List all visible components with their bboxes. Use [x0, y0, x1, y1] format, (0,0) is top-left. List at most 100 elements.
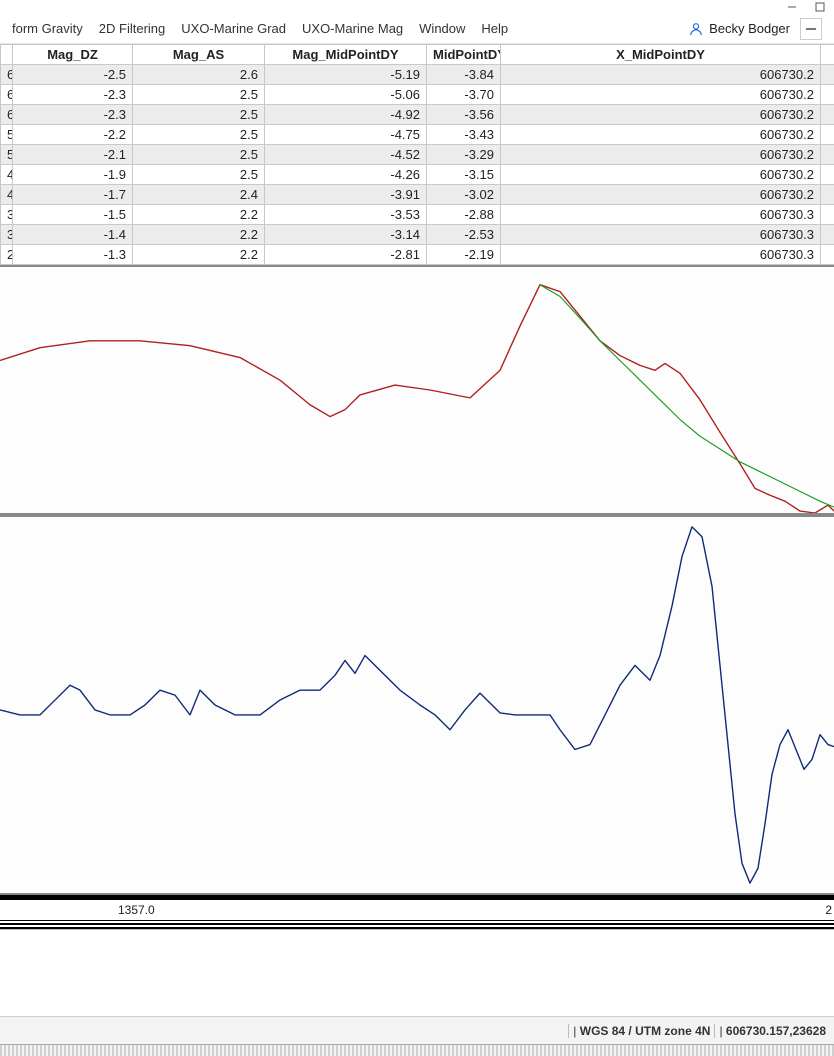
cell: 606730.2 — [501, 185, 821, 205]
cell: 3 — [1, 205, 13, 225]
cell: -2.81 — [265, 245, 427, 265]
profile-chart-upper[interactable] — [0, 265, 834, 515]
cell: 2.5 — [133, 145, 265, 165]
col-end[interactable] — [821, 45, 834, 65]
cell: -1.7 — [13, 185, 133, 205]
cell: 606730.2 — [501, 65, 821, 85]
cell — [821, 105, 834, 125]
cell: -3.43 — [427, 125, 501, 145]
cell: -3.29 — [427, 145, 501, 165]
user-menu-button[interactable] — [800, 18, 822, 40]
cell: 2 — [1, 245, 13, 265]
cell: 2.5 — [133, 125, 265, 145]
cell: -3.84 — [427, 65, 501, 85]
cell: -5.06 — [265, 85, 427, 105]
cell — [821, 185, 834, 205]
cell: 606730.3 — [501, 205, 821, 225]
cell: 3 — [1, 225, 13, 245]
cell: 606730.2 — [501, 145, 821, 165]
app-root: form Gravity 2D Filtering UXO-Marine Gra… — [0, 0, 834, 1056]
menu-help[interactable]: Help — [473, 17, 516, 40]
maximize-icon — [815, 2, 825, 12]
table-row[interactable]: 3-1.52.2-3.53-2.88606730.3 — [1, 205, 834, 225]
col-mag-as[interactable]: Mag_AS — [133, 45, 265, 65]
cell: -3.70 — [427, 85, 501, 105]
cell: 2.5 — [133, 85, 265, 105]
col-midpointdy[interactable]: MidPointDY — [427, 45, 501, 65]
cell: 606730.2 — [501, 125, 821, 145]
cell: 2.5 — [133, 105, 265, 125]
cell: -1.5 — [13, 205, 133, 225]
col-mag-dz[interactable]: Mag_DZ — [13, 45, 133, 65]
cell — [821, 205, 834, 225]
menu-2d-filtering[interactable]: 2D Filtering — [91, 17, 173, 40]
menu-uxo-marine-grad[interactable]: UXO-Marine Grad — [173, 17, 294, 40]
x-axis: 1357.0 2 — [0, 899, 834, 921]
profile-chart-lower[interactable] — [0, 515, 834, 895]
col-stub[interactable] — [1, 45, 13, 65]
cell: 606730.3 — [501, 225, 821, 245]
cell: -1.3 — [13, 245, 133, 265]
cell: 2.2 — [133, 245, 265, 265]
cell: 606730.2 — [501, 105, 821, 125]
table-row[interactable]: 6-2.52.6-5.19-3.84606730.2 — [1, 65, 834, 85]
menu-form-gravity[interactable]: form Gravity — [4, 17, 91, 40]
maximize-button[interactable] — [806, 0, 834, 14]
cell: 5 — [1, 145, 13, 165]
user-account[interactable]: Becky Bodger — [681, 14, 830, 43]
grid-header-row: Mag_DZ Mag_AS Mag_MidPointDY MidPointDY … — [1, 45, 834, 65]
cell — [821, 145, 834, 165]
cell: -3.14 — [265, 225, 427, 245]
table-row[interactable]: 4-1.92.5-4.26-3.15606730.2 — [1, 165, 834, 185]
cell: 6 — [1, 65, 13, 85]
cell — [821, 165, 834, 185]
cell — [821, 65, 834, 85]
cell: 6 — [1, 85, 13, 105]
cell — [821, 85, 834, 105]
cell: -3.15 — [427, 165, 501, 185]
col-x-midpointdy[interactable]: X_MidPointDY — [501, 45, 821, 65]
status-crs: | WGS 84 / UTM zone 4N — [568, 1024, 714, 1038]
menu-window[interactable]: Window — [411, 17, 473, 40]
table-row[interactable]: 6-2.32.5-5.06-3.70606730.2 — [1, 85, 834, 105]
titlebar — [0, 0, 834, 14]
cell: -3.91 — [265, 185, 427, 205]
cell: 4 — [1, 185, 13, 205]
cell: 6 — [1, 105, 13, 125]
minimize-button[interactable] — [778, 0, 806, 14]
cell: -2.1 — [13, 145, 133, 165]
resize-grip[interactable] — [0, 1044, 834, 1056]
cell: -5.19 — [265, 65, 427, 85]
cell: -4.75 — [265, 125, 427, 145]
cell: -2.3 — [13, 105, 133, 125]
cell — [821, 225, 834, 245]
col-mag-midpointdy[interactable]: Mag_MidPointDY — [265, 45, 427, 65]
workarea: Mag_DZ Mag_AS Mag_MidPointDY MidPointDY … — [0, 44, 834, 1016]
table-row[interactable]: 6-2.32.5-4.92-3.56606730.2 — [1, 105, 834, 125]
cell: -2.53 — [427, 225, 501, 245]
cell: -3.53 — [265, 205, 427, 225]
cell: -1.4 — [13, 225, 133, 245]
menu-uxo-marine-mag[interactable]: UXO-Marine Mag — [294, 17, 411, 40]
cell: 2.2 — [133, 205, 265, 225]
cell: -2.5 — [13, 65, 133, 85]
table-row[interactable]: 2-1.32.2-2.81-2.19606730.3 — [1, 245, 834, 265]
table-row[interactable]: 4-1.72.4-3.91-3.02606730.2 — [1, 185, 834, 205]
cell: -4.52 — [265, 145, 427, 165]
cell: 606730.2 — [501, 165, 821, 185]
cell: 4 — [1, 165, 13, 185]
cell: 2.5 — [133, 165, 265, 185]
cell: -3.02 — [427, 185, 501, 205]
data-grid[interactable]: Mag_DZ Mag_AS Mag_MidPointDY MidPointDY … — [0, 44, 834, 265]
table-row[interactable]: 5-2.22.5-4.75-3.43606730.2 — [1, 125, 834, 145]
table-row[interactable]: 5-2.12.5-4.52-3.29606730.2 — [1, 145, 834, 165]
cell: 2.2 — [133, 225, 265, 245]
cell: -2.3 — [13, 85, 133, 105]
dash-icon — [806, 28, 816, 30]
cell: -2.2 — [13, 125, 133, 145]
cell: -2.19 — [427, 245, 501, 265]
user-name: Becky Bodger — [709, 21, 790, 36]
cell — [821, 245, 834, 265]
table-row[interactable]: 3-1.42.2-3.14-2.53606730.3 — [1, 225, 834, 245]
status-bar: | WGS 84 / UTM zone 4N | 606730.157,2362… — [0, 1016, 834, 1044]
